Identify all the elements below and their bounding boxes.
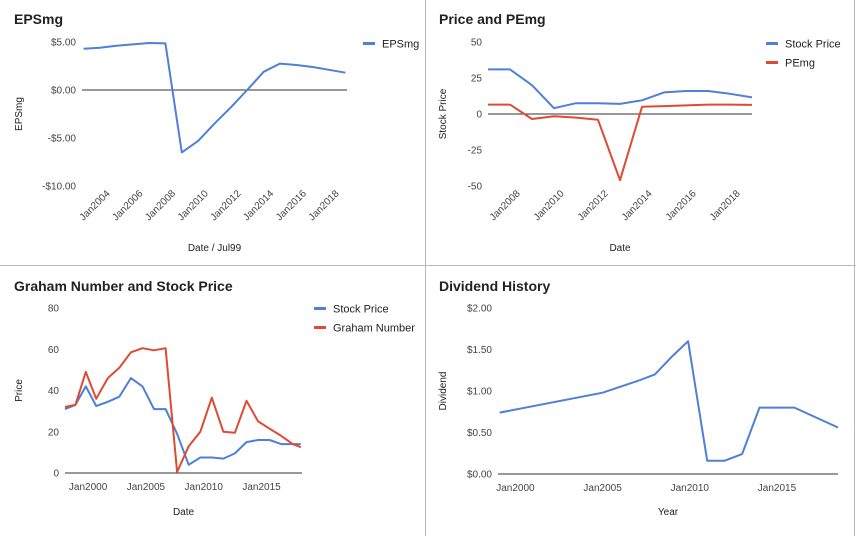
legend-label: Stock Price xyxy=(785,39,841,51)
legend-label: Stock Price xyxy=(333,304,389,316)
x-tick-label: Jan2016 xyxy=(274,188,309,223)
y-tick-label: 50 xyxy=(471,38,483,49)
x-axis-label: Date xyxy=(609,243,631,254)
chart-title: Price and PEmg xyxy=(439,11,546,27)
graham-chart: Graham Number and Stock Price 80 60 40 20 0 Ja… xyxy=(14,278,415,518)
x-tick-label: Jan2000 xyxy=(69,482,108,493)
x-tick-label: Jan2012 xyxy=(576,188,611,223)
series-line-graham-number xyxy=(64,347,302,473)
y-axis-label: Stock Price xyxy=(438,88,449,139)
legend-swatch xyxy=(314,326,326,329)
y-tick-label: -25 xyxy=(468,146,483,157)
chart-title: Graham Number and Stock Price xyxy=(14,278,233,294)
y-tick-label: $0.00 xyxy=(467,470,492,481)
legend-label: EPSmg xyxy=(382,39,419,51)
y-tick-label: $1.50 xyxy=(467,345,492,356)
legend-swatch xyxy=(314,307,326,310)
y-tick-label: $2.00 xyxy=(467,304,492,315)
y-axis-label: Dividend xyxy=(438,372,449,411)
horizontal-divider xyxy=(0,265,856,266)
x-tick-label: Jan2008 xyxy=(488,188,523,223)
x-tick-label: Jan2006 xyxy=(110,188,145,223)
y-tick-label: -50 xyxy=(468,182,483,193)
y-tick-label: 40 xyxy=(48,386,60,397)
legend-swatch xyxy=(766,61,778,64)
x-tick-label: Jan2014 xyxy=(620,188,655,223)
y-tick-label: $1.00 xyxy=(467,387,492,398)
y-axis-label: EPSmg xyxy=(14,97,25,131)
series-line-stock-price xyxy=(64,377,301,466)
x-tick-label: Jan2004 xyxy=(78,188,113,223)
y-tick-label: 25 xyxy=(471,74,483,85)
dividend-chart: Dividend History $2.00 $1.50 $1.00 $0.50 $0.0… xyxy=(438,278,839,518)
x-tick-label: Jan2010 xyxy=(532,188,567,223)
graham-chart-panel: Graham Number and Stock Price 80 60 40 20 0 Ja… xyxy=(0,266,425,536)
x-tick-label: Jan2010 xyxy=(185,482,224,493)
x-tick-label: Jan2000 xyxy=(496,483,535,494)
right-edge-line xyxy=(854,0,855,536)
x-tick-label: Jan2014 xyxy=(241,188,276,223)
legend-label: PEmg xyxy=(785,58,815,70)
x-tick-label: Jan2012 xyxy=(209,188,244,223)
x-tick-label: Jan2018 xyxy=(708,188,743,223)
y-tick-label: 20 xyxy=(48,427,60,438)
series-line-pemg xyxy=(488,103,753,182)
y-tick-label: -$5.00 xyxy=(48,134,77,145)
price-pe-chart: Price and PEmg 50 25 0 -25 -50 Jan2008 Jan2010 J… xyxy=(438,11,841,254)
x-tick-label: Jan2010 xyxy=(176,188,211,223)
x-axis-label: Date xyxy=(173,507,195,518)
x-axis-label: Date / Jul99 xyxy=(188,243,242,254)
y-tick-label: $5.00 xyxy=(51,38,76,49)
dividend-chart-panel: Dividend History $2.00 $1.50 $1.00 $0.50 $0.0… xyxy=(426,266,854,536)
x-tick-label: Jan2016 xyxy=(664,188,699,223)
x-tick-label: Jan2010 xyxy=(671,483,710,494)
legend-swatch xyxy=(766,42,778,45)
x-tick-label: Jan2005 xyxy=(127,482,166,493)
x-tick-label: Jan2005 xyxy=(583,483,622,494)
eps-chart: EPSmg$5.00$0.00-$5.00-$10.00Jan2004Jan20… xyxy=(14,11,419,254)
x-axis-label: Year xyxy=(658,507,679,518)
y-tick-label: 0 xyxy=(53,469,59,480)
y-tick-label: 0 xyxy=(476,110,482,121)
legend-label: Graham Number xyxy=(333,323,415,335)
x-tick-label: Jan2015 xyxy=(758,483,797,494)
x-tick-label: Jan2008 xyxy=(143,188,178,223)
y-axis-label: Price xyxy=(14,379,25,402)
x-tick-label: Jan2015 xyxy=(242,482,281,493)
legend-swatch xyxy=(363,42,375,45)
eps-chart-panel: EPSmg $5.00 $0.00 -$5.00 -$10.00 Jan2004 Jan20… xyxy=(0,0,425,265)
y-tick-label: 80 xyxy=(48,304,60,315)
y-tick-label: $0.00 xyxy=(51,86,76,97)
chart-title: EPSmg xyxy=(14,11,63,27)
x-tick-label: Jan2018 xyxy=(307,188,342,223)
y-tick-label: -$10.00 xyxy=(42,182,76,193)
series-line-stock-price xyxy=(488,68,753,110)
series-line-epsmg xyxy=(83,42,346,154)
y-tick-label: 60 xyxy=(48,345,60,356)
y-tick-label: $0.50 xyxy=(467,428,492,439)
chart-title: Dividend History xyxy=(439,278,550,294)
vertical-divider xyxy=(425,0,426,536)
price-pe-chart-panel: Price and PEmg 50 25 0 -25 -50 Jan2008 Jan2010 J… xyxy=(426,0,854,265)
series-line-dividend xyxy=(499,340,839,462)
